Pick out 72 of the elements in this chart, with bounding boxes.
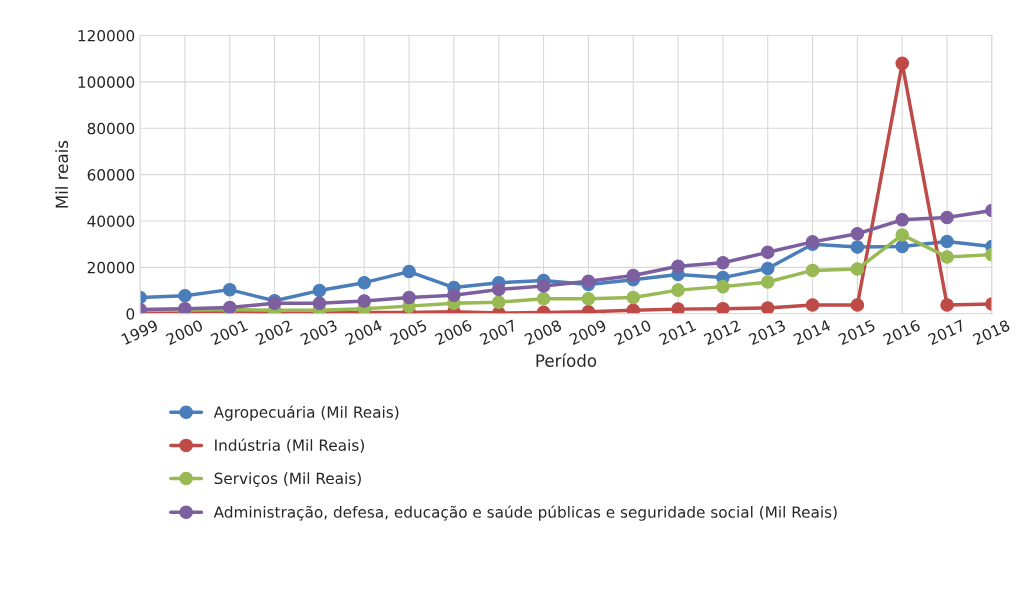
x-tick-label: 2018 xyxy=(972,319,1011,346)
x-tick-label: 2016 xyxy=(882,319,921,346)
x-tick-label: 2000 xyxy=(165,319,204,346)
x-tick-label: 2005 xyxy=(389,319,428,346)
point xyxy=(312,283,327,298)
x-tick-label: 2014 xyxy=(792,319,832,346)
point xyxy=(716,255,730,270)
point xyxy=(671,259,685,273)
point xyxy=(178,288,192,303)
point xyxy=(895,56,909,71)
point xyxy=(357,275,372,290)
x-tick-label: 2006 xyxy=(434,319,473,346)
point xyxy=(716,279,730,294)
point xyxy=(447,288,461,302)
y-tick-label: 60000 xyxy=(87,169,135,181)
point xyxy=(581,291,596,306)
legend-label: Indústria (Mil Reais) xyxy=(215,438,364,453)
point xyxy=(491,295,506,309)
x-tick-label: 2001 xyxy=(210,319,248,346)
x-tick-label: 2002 xyxy=(254,319,293,346)
point xyxy=(402,290,416,305)
point xyxy=(671,283,685,297)
x-tick-label: 1999 xyxy=(120,319,159,346)
x-tick-label: 2015 xyxy=(837,319,876,346)
point xyxy=(850,298,865,312)
legend-label: Agropecuária (Mil Reais) xyxy=(213,405,399,421)
y-tick-label: 40000 xyxy=(87,215,135,228)
point xyxy=(536,291,551,306)
y-tick-label: 120000 xyxy=(78,29,135,42)
point xyxy=(716,301,730,314)
x-tick-label: 2013 xyxy=(748,319,787,346)
y-tick-label: 80000 xyxy=(87,122,135,135)
x-tick-label: 2004 xyxy=(344,319,383,346)
point xyxy=(402,264,416,279)
point xyxy=(895,228,909,242)
y-axis-title: Mil reais xyxy=(55,140,69,208)
x-tick-label: 2009 xyxy=(568,319,607,346)
point xyxy=(940,210,954,225)
point xyxy=(760,245,775,260)
point xyxy=(805,298,820,312)
y-tick-label: 20000 xyxy=(87,261,135,274)
y-tick-label: 100000 xyxy=(78,76,135,88)
point xyxy=(536,279,551,293)
point xyxy=(850,227,865,241)
point xyxy=(222,282,237,297)
x-tick-label: 2008 xyxy=(523,319,563,346)
x-tick-label: 2012 xyxy=(703,319,741,346)
point xyxy=(626,268,640,283)
point xyxy=(940,234,954,249)
point xyxy=(312,296,327,311)
legend-label: Administração, defesa, educação e saúde públicas e seguridade social (Mil Reais) xyxy=(213,505,837,521)
point xyxy=(895,239,909,254)
point xyxy=(850,240,865,254)
point xyxy=(760,275,775,289)
legend-label: Serviços (Mil Reais) xyxy=(214,472,361,487)
point xyxy=(760,261,775,276)
point xyxy=(940,298,954,312)
point xyxy=(850,262,865,276)
point xyxy=(357,294,372,308)
y-tick-label: 0 xyxy=(126,308,135,320)
point xyxy=(895,213,909,227)
x-axis-title: Período xyxy=(536,353,597,367)
point xyxy=(940,250,954,264)
x-tick-label: 2003 xyxy=(299,319,338,346)
x-tick-label: 2011 xyxy=(658,319,697,346)
point xyxy=(805,263,820,278)
point xyxy=(626,303,640,314)
point xyxy=(626,290,640,305)
point xyxy=(671,302,685,314)
point xyxy=(760,301,775,314)
x-tick-label: 2010 xyxy=(613,319,652,346)
point xyxy=(491,282,506,297)
